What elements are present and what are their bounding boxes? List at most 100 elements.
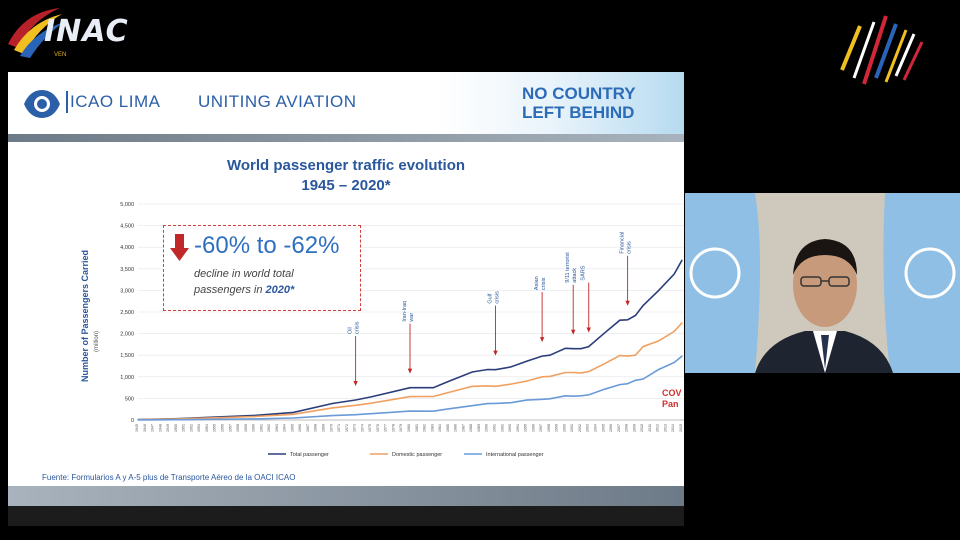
- footer-band: [8, 486, 684, 506]
- data-point: [541, 376, 543, 378]
- x-tick-label: 2008: [625, 424, 629, 432]
- y-tick-label: 2,500: [120, 310, 134, 316]
- x-tick-label: 1980: [407, 424, 411, 432]
- data-point: [292, 411, 294, 413]
- data-point: [355, 399, 357, 401]
- data-point: [681, 355, 683, 357]
- decorative-stripes-logo: [840, 15, 924, 85]
- data-point: [681, 259, 683, 261]
- series-line: [137, 355, 683, 421]
- x-tick-label: 1950: [174, 424, 178, 432]
- x-tick-label: 1965: [290, 424, 294, 432]
- org-name: ICAO LIMA: [70, 92, 161, 111]
- x-tick-label: 1968: [314, 424, 318, 432]
- data-point: [572, 348, 574, 350]
- data-point: [642, 304, 644, 307]
- covid-label: COV Pan: [662, 388, 682, 409]
- series-line: [137, 322, 683, 421]
- data-point: [526, 380, 528, 382]
- event-marker-arrow: [571, 329, 576, 335]
- tagline: UNITING AVIATION: [198, 92, 357, 111]
- data-point: [634, 379, 637, 381]
- data-point: [572, 371, 574, 374]
- x-tick-label: 1966: [298, 424, 302, 432]
- x-tick-label: 1985: [446, 424, 450, 432]
- data-point: [580, 372, 582, 374]
- slide-header: ICAO LIMA UNITING AVIATION NO COUNTRY LE…: [8, 72, 684, 134]
- event-label: Gulf: [487, 293, 493, 304]
- x-tick-label: 1992: [500, 424, 504, 432]
- x-tick-label: 1976: [376, 424, 380, 432]
- data-point: [564, 347, 567, 349]
- data-point: [658, 289, 660, 291]
- data-point: [541, 355, 543, 357]
- decline-text-line-1: decline in world total: [194, 268, 294, 280]
- data-point: [494, 369, 497, 371]
- data-point: [409, 410, 411, 412]
- down-arrow-icon: [170, 234, 189, 261]
- data-point: [564, 371, 567, 374]
- x-tick-label: 1951: [182, 424, 186, 432]
- data-point: [588, 371, 590, 373]
- y-tick-label: 3,000: [120, 288, 134, 294]
- x-tick-label: 1984: [438, 424, 442, 432]
- x-tick-label: 1975: [368, 424, 372, 432]
- y-tick-label: 3,500: [120, 267, 134, 273]
- data-point: [588, 394, 590, 396]
- x-tick-label: 1958: [236, 424, 240, 432]
- y-tick-label: 1,000: [120, 375, 134, 381]
- chart-subtitle: 1945 – 2020*: [301, 177, 391, 194]
- data-point: [487, 385, 489, 387]
- data-point: [331, 402, 333, 405]
- data-point: [471, 385, 473, 387]
- data-point: [487, 368, 489, 371]
- data-point: [510, 402, 512, 404]
- data-point: [331, 415, 333, 417]
- event-label: crisis: [355, 321, 361, 334]
- data-point: [370, 413, 372, 415]
- data-point: [642, 378, 644, 380]
- data-point: [580, 395, 582, 397]
- data-point: [370, 396, 372, 398]
- y-tick-label: 0: [131, 418, 134, 424]
- x-tick-label: 1982: [423, 424, 427, 432]
- data-point: [432, 410, 434, 412]
- header-band: [8, 134, 684, 142]
- data-point: [494, 385, 497, 387]
- y-axis-label: Number of Passengers Carried: [80, 250, 90, 382]
- x-tick-label: 1997: [539, 424, 543, 432]
- data-point: [619, 319, 621, 321]
- data-point: [510, 383, 512, 385]
- x-tick-label: 1960: [252, 424, 256, 432]
- x-tick-label: 1952: [189, 424, 193, 432]
- data-point: [658, 340, 660, 342]
- legend-label: International passenger: [486, 452, 544, 458]
- x-tick-label: 2010: [640, 424, 644, 432]
- data-point: [549, 398, 551, 400]
- event-marker-arrow: [539, 337, 545, 343]
- inac-wordmark: INAC: [44, 14, 129, 49]
- data-point: [572, 395, 574, 397]
- inac-swoosh-icon: [8, 8, 64, 58]
- y-tick-label: 4,500: [120, 224, 134, 230]
- x-tick-label: 1948: [158, 424, 162, 432]
- x-tick-label: 1972: [345, 424, 349, 432]
- data-point: [215, 417, 217, 419]
- y-tick-label: 1,500: [120, 353, 134, 359]
- presentation-slide: ICAO LIMA UNITING AVIATION NO COUNTRY LE…: [8, 72, 684, 506]
- x-tick-label: 2002: [578, 424, 582, 432]
- x-tick-label: 1955: [213, 424, 217, 432]
- x-tick-label: 2013: [663, 424, 667, 432]
- chart-title-block: World passenger traffic evolution 1945 –…: [8, 156, 684, 196]
- x-tick-label: 1946: [143, 424, 147, 432]
- data-point: [549, 354, 551, 356]
- x-tick-label: 1954: [205, 424, 209, 432]
- data-point: [673, 330, 675, 332]
- y-axis-unit: (million): [94, 331, 100, 352]
- data-point: [448, 391, 450, 393]
- x-tick-label: 1999: [555, 424, 559, 432]
- event-marker-arrow: [407, 368, 413, 374]
- x-tick-label: 1962: [267, 424, 271, 432]
- x-tick-label: 1957: [228, 424, 232, 432]
- presenter-video-tile: [685, 193, 960, 373]
